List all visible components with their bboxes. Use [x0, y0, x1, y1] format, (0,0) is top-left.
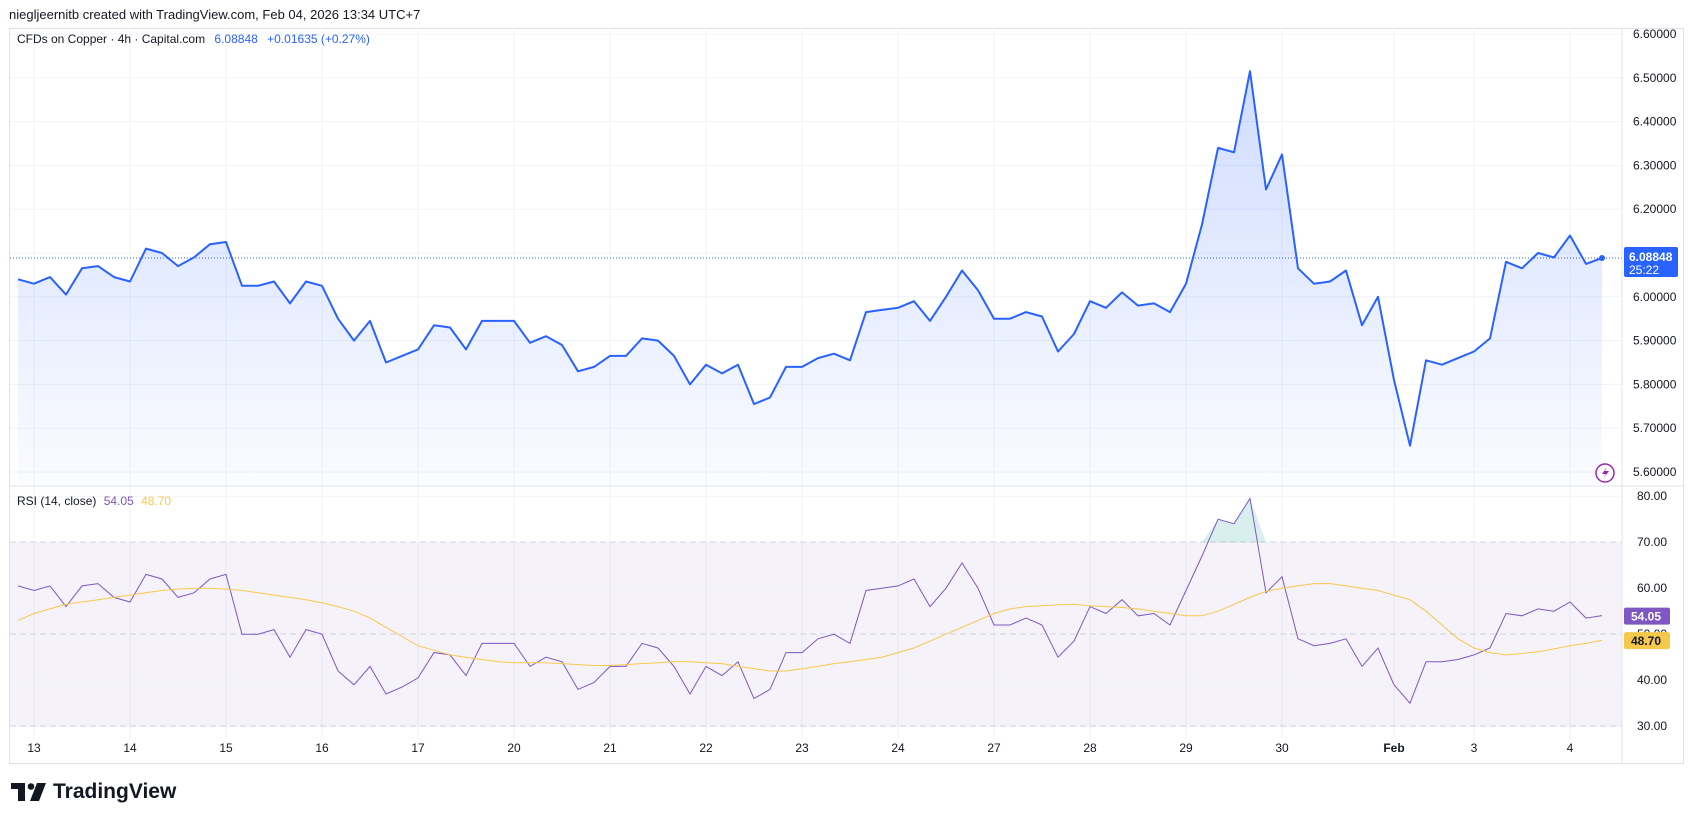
price-badge — [1624, 247, 1678, 278]
price-badge-value: 6.08848 — [1629, 250, 1673, 264]
time-axis-tick: 14 — [123, 741, 137, 755]
price-axis-tick: 6.30000 — [1633, 158, 1677, 172]
price-axis-tick: 6.00000 — [1633, 290, 1677, 304]
price-badge-countdown: 25:22 — [1629, 263, 1659, 277]
rsi-ma-line — [17, 583, 1603, 672]
rsi-legend-value: 54.05 — [103, 494, 134, 508]
time-axis-tick: 30 — [1275, 741, 1289, 755]
rsi-axis-tick: 30.00 — [1637, 719, 1667, 733]
time-axis-tick: 16 — [315, 741, 329, 755]
lightning-icon-bolt — [1602, 467, 1609, 479]
price-axis-tick: 6.60000 — [1633, 27, 1677, 41]
rsi-ma-badge-value: 48.70 — [1631, 634, 1661, 648]
chart-caption: niegljeernitb created with TradingView.c… — [9, 7, 421, 22]
rsi-axis-tick: 70.00 — [1637, 535, 1667, 549]
rsi-badge — [1624, 607, 1670, 625]
rsi-axis-tick: 60.00 — [1637, 581, 1667, 595]
rsi-axis-tick: 40.00 — [1637, 673, 1667, 687]
time-axis-tick: 27 — [987, 741, 1001, 755]
rsi-label: RSI (14, close) — [17, 494, 97, 508]
time-axis-tick: 17 — [411, 741, 425, 755]
chart-frame — [9, 28, 1684, 764]
price-axis-tick: 5.90000 — [1633, 334, 1677, 348]
time-axis-tick: 24 — [891, 741, 905, 755]
rsi-axis-tick: 80.00 — [1637, 489, 1667, 503]
legend-price: 6.08848 — [214, 32, 258, 46]
tradingview-logo[interactable]: TradingView — [11, 780, 176, 804]
legend-change: +0.01635 (+0.27%) — [267, 32, 370, 46]
lightning-icon[interactable] — [1595, 463, 1615, 483]
price-axis-tick: 5.70000 — [1633, 421, 1677, 435]
price-legend: CFDs on Copper · 4h · Capital.com 6.0884… — [17, 32, 370, 46]
time-axis-tick: 3 — [1471, 741, 1478, 755]
time-axis-tick: 22 — [699, 741, 713, 755]
rsi-ma-badge — [1624, 632, 1670, 650]
price-axis-tick: 6.20000 — [1633, 202, 1677, 216]
price-line — [17, 70, 1603, 447]
price-axis-tick: 5.80000 — [1633, 377, 1677, 391]
price-axis-tick: 5.60000 — [1633, 465, 1677, 479]
time-axis-tick: 23 — [795, 741, 809, 755]
price-area-fill — [18, 71, 1602, 485]
rsi-legend: RSI (14, close) 54.05 48.70 — [17, 494, 171, 508]
rsi-legend-ma: 48.70 — [141, 494, 172, 508]
tradingview-logo-text: TradingView — [53, 780, 177, 803]
symbol-label: CFDs on Copper · 4h · Capital.com — [17, 32, 206, 46]
rsi-badge-value: 54.05 — [1631, 610, 1661, 624]
time-axis-tick: 29 — [1179, 741, 1193, 755]
tradingview-logo-icon — [11, 783, 46, 801]
rsi-overbought-fill — [1202, 498, 1266, 543]
price-axis-tick: 6.50000 — [1633, 71, 1677, 85]
last-price-dot — [1599, 255, 1605, 262]
rsi-line — [17, 497, 1603, 705]
price-axis-tick: 6.40000 — [1633, 115, 1677, 129]
time-axis-tick: 28 — [1083, 741, 1097, 755]
time-axis-tick: 20 — [507, 741, 521, 755]
time-axis-tick: Feb — [1383, 741, 1404, 755]
time-axis-tick: 13 — [27, 741, 41, 755]
time-axis-tick: 21 — [603, 741, 617, 755]
time-axis-tick: 4 — [1567, 741, 1574, 755]
time-axis-tick: 15 — [219, 741, 233, 755]
